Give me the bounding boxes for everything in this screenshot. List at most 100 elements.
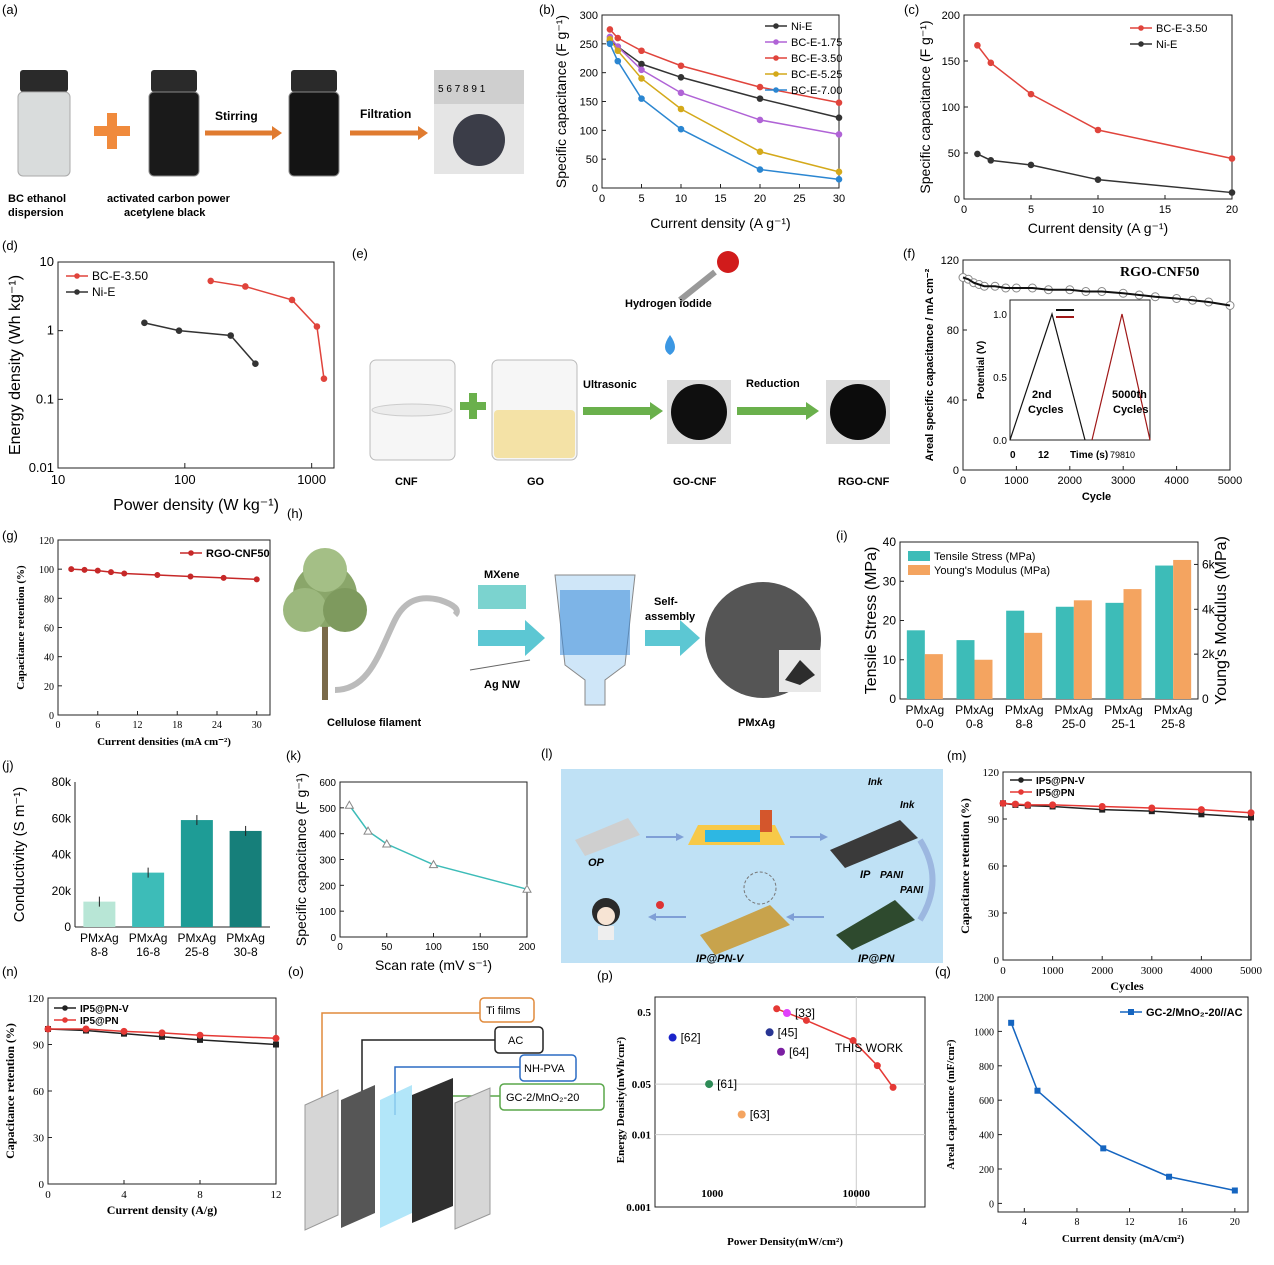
- legend-marker: [1018, 777, 1024, 783]
- svg-text:Ink: Ink: [900, 800, 915, 811]
- y-tick-label: 0: [64, 920, 71, 934]
- panel-tag-d: (d): [2, 238, 18, 253]
- data-point: [154, 572, 161, 578]
- x-tick-label: PMxAg: [178, 931, 217, 945]
- x-tick-label: 1000: [297, 472, 326, 487]
- ref-marker: [782, 1009, 791, 1018]
- legend-label: Young's Modulus (MPa): [934, 565, 1050, 577]
- y-axis-label: Specific capacitance (F g⁻¹): [553, 15, 569, 188]
- panel-tag-g: (g): [2, 528, 18, 543]
- y-axis-label: Conductivity (S m⁻¹): [11, 787, 28, 922]
- data-point: [121, 570, 128, 577]
- panel-tag-i: (i): [836, 528, 848, 543]
- x-tick-label: 1000: [701, 1188, 724, 1200]
- legend-marker: [1018, 789, 1024, 795]
- data-point: [638, 60, 645, 68]
- legend-marker: [74, 289, 80, 295]
- ippn-sheet: [836, 900, 915, 950]
- data-point: [220, 574, 227, 581]
- x-tick-label: 4000: [1164, 475, 1188, 487]
- legend-label: BC-E-3.50: [1156, 23, 1207, 35]
- svg-text:Ultrasonic: Ultrasonic: [583, 379, 637, 391]
- legend-label: IP5@PN: [1036, 788, 1075, 799]
- y-axis-label: Capacitance retention (%): [958, 798, 972, 934]
- data-point: [614, 57, 622, 65]
- data-point: [381, 838, 392, 848]
- x-tick-label: 8: [197, 1189, 203, 1201]
- data-point: [974, 42, 981, 49]
- y-tick-label: 120: [39, 536, 54, 547]
- x-axis-label: Current density (A/g): [107, 1203, 217, 1217]
- svg-text:NH-PVA: NH-PVA: [524, 1063, 565, 1075]
- legend-label: IP5@PN-V: [80, 1004, 129, 1015]
- bar-modulus: [1024, 632, 1043, 699]
- plus-icon-e: [460, 393, 486, 419]
- data-point: [273, 1041, 279, 1048]
- y-tick-label: 30: [33, 1133, 45, 1145]
- electrolyte-plate: [380, 1085, 412, 1228]
- svg-text:BC ethanol: BC ethanol: [8, 193, 66, 205]
- data-point: [141, 319, 148, 327]
- x-tick-label: PMxAg: [955, 703, 994, 717]
- x-tick-label: 15: [1159, 204, 1171, 216]
- x-tick-label: PMxAg: [226, 931, 265, 945]
- legend-swatch: [908, 565, 930, 575]
- ref-marker: [737, 1110, 746, 1119]
- data-point: [320, 375, 328, 382]
- series-line-BC-E-3.50: [210, 280, 325, 379]
- bar-modulus: [974, 659, 993, 699]
- x-axis-label: Cycle: [1082, 491, 1111, 503]
- y-tick-label: 0: [989, 1199, 994, 1210]
- svg-text:MXene: MXene: [484, 569, 519, 581]
- y-tick-label: 0.05: [632, 1079, 652, 1091]
- legend-label: BC-E-7.00: [791, 85, 842, 97]
- y-tick-label: 0: [953, 465, 959, 477]
- legend-marker: [773, 23, 779, 29]
- x-tick-label: 10000: [843, 1188, 871, 1200]
- panel-l: (l) OP IP Ink Ink IP@PN: [541, 746, 943, 965]
- vial-1: [17, 70, 71, 177]
- y-tick-label: 40k: [52, 848, 72, 862]
- data-point: [677, 73, 685, 81]
- data-point: [1228, 189, 1236, 196]
- y-tick-label: 90: [988, 814, 1000, 826]
- y-tick-label: 1200: [974, 993, 994, 1004]
- legend-swatch: [908, 551, 930, 561]
- data-point: [1166, 1173, 1173, 1180]
- svg-text:RGO-CNF: RGO-CNF: [838, 476, 890, 488]
- x-axis-label: Current densities (mA cm⁻²): [97, 736, 231, 748]
- y-tick-label: 200: [580, 68, 598, 80]
- svg-text:Stirring: Stirring: [215, 109, 258, 123]
- ref-label: [62]: [681, 1031, 701, 1045]
- ref-marker: [765, 1028, 774, 1037]
- legend-marker: [62, 1005, 68, 1011]
- x-tick-label: 4000: [1190, 965, 1213, 977]
- data-point: [1027, 161, 1035, 169]
- data-point: [987, 59, 995, 67]
- data-point: [1049, 801, 1057, 809]
- y-axis-label: Energy Density(mWh/cm²): [615, 1036, 627, 1163]
- data-point: [756, 95, 764, 102]
- data-point: [82, 1025, 90, 1033]
- data-point: [614, 34, 622, 42]
- data-point: [835, 114, 843, 121]
- x-tick-label: 18: [172, 720, 182, 731]
- y-tick-label: 120: [983, 767, 1000, 779]
- panel-tag-b: (b): [539, 2, 555, 17]
- data-point: [94, 567, 101, 574]
- x-tick-label: 25-0: [1062, 717, 1086, 731]
- data-point: [1248, 814, 1254, 821]
- y-axis-label: Areal specific capacitance / mA cm⁻²: [924, 268, 936, 461]
- filter-arrow: Filtration: [350, 107, 428, 140]
- x-tick-label: 0-8: [966, 717, 984, 731]
- y-tick-label: 1: [47, 323, 54, 338]
- y-tick-label: 40: [883, 535, 897, 549]
- y-tick-label: 0: [49, 711, 54, 722]
- inset-y-tick-label: 0.5: [993, 373, 1007, 384]
- y2-tick-label: 4k: [1202, 602, 1216, 616]
- inset-x-tick-label: 79810: [1110, 450, 1135, 460]
- x-tick-label: 10: [1092, 204, 1104, 216]
- data-point: [802, 1016, 810, 1024]
- legend-marker: [74, 273, 80, 279]
